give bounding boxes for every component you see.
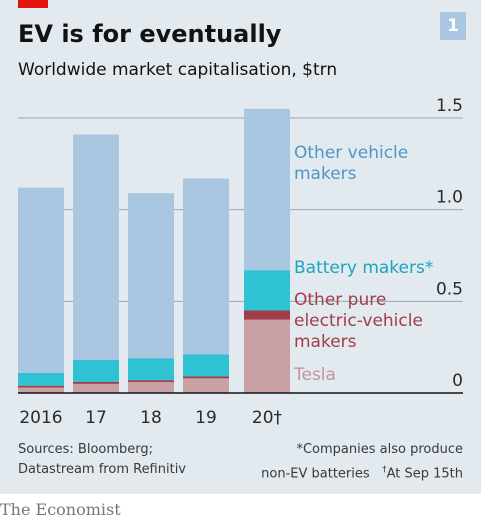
bar-segment — [18, 385, 64, 388]
bar-segment — [244, 310, 290, 320]
series-label: Tesla — [293, 365, 336, 385]
x-tick-label: 19 — [195, 408, 217, 428]
source-note: Sources: Bloomberg; Datastream from Refi… — [18, 440, 186, 480]
bar-segment — [18, 387, 64, 393]
x-tick-label: 2016 — [19, 408, 62, 428]
y-tick-label-0: 0 — [452, 371, 463, 391]
bar-segment — [183, 178, 229, 355]
footnote: *Companies also produce non-EV batteries… — [261, 440, 463, 484]
y-tick-label-1.0: 1.0 — [436, 188, 463, 208]
bar-segment — [73, 134, 119, 360]
bar-segment — [73, 383, 119, 393]
brand-red-tag — [18, 0, 48, 8]
footnote-date-note: At Sep 15th — [386, 466, 463, 482]
y-tick-label-0.5: 0.5 — [436, 279, 463, 299]
bar-segment — [183, 378, 229, 393]
source-line-2: Datastream from Refinitiv — [18, 462, 187, 477]
chart-subtitle: Worldwide market capitalisation, $trn — [18, 60, 338, 80]
x-tick-label: 18 — [140, 408, 162, 428]
series-label: electric-vehicle — [294, 311, 423, 331]
bar-segment — [18, 372, 64, 386]
bar-segment — [244, 319, 290, 393]
bar-segment — [73, 360, 119, 382]
x-tick-label: 17 — [85, 408, 107, 428]
footnote-dagger: † — [382, 465, 387, 475]
bar-segment — [244, 108, 290, 271]
bar-segment — [128, 193, 174, 359]
bar-segment — [128, 382, 174, 393]
bar-segment — [183, 354, 229, 377]
economist-brand: The Economist — [0, 500, 121, 519]
footnote-line-1: *Companies also produce — [296, 442, 463, 457]
series-label: makers — [294, 164, 357, 184]
bar-segment — [73, 382, 119, 384]
footnote-battery-note: non-EV batteries — [261, 466, 370, 482]
bar-segment — [18, 187, 64, 373]
bar-segment — [128, 358, 174, 381]
series-label: Other vehicle — [294, 143, 408, 163]
stacked-bar-chart: 0 0.5 1.0 1.5 2016 17 18 19 20† Tesla Other pureel… — [18, 96, 463, 428]
bar-segment — [244, 270, 290, 311]
chart-title: EV is for eventually — [18, 20, 282, 48]
source-line-1: Sources: Bloomberg; — [18, 442, 154, 457]
x-tick-label: 20† — [252, 408, 283, 428]
y-tick-label-1.5: 1.5 — [436, 96, 463, 116]
bar-segment — [128, 380, 174, 382]
series-label: Other pure — [294, 290, 386, 310]
series-label: Battery makers* — [294, 258, 433, 278]
footnote-line-2: non-EV batteries †At Sep 15th — [261, 460, 463, 484]
chart-number-badge: 1 — [440, 12, 466, 40]
bar-segment — [183, 376, 229, 379]
series-label: makers — [294, 332, 357, 352]
